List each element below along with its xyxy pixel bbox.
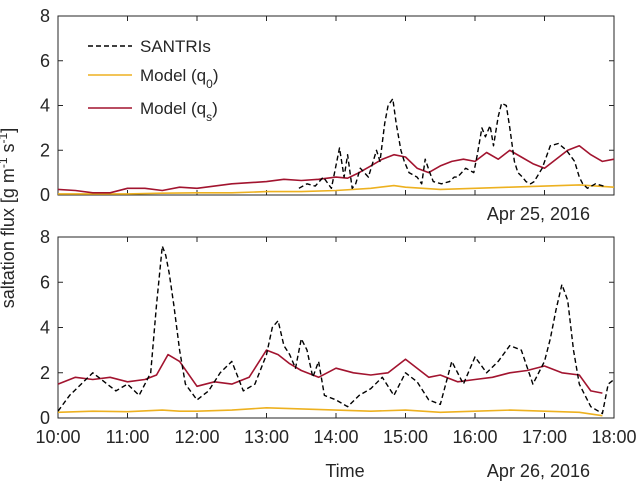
y-axis-label-exponent-2: -1 [0, 132, 10, 143]
bottom-x-tick-label: 12:00 [174, 427, 219, 447]
bottom-x-tick-label: 13:00 [244, 427, 289, 447]
legend-label-santris: SANTRIs [140, 37, 211, 56]
top-y-tick-label: 0 [40, 185, 50, 205]
bottom-y-tick-label: 8 [40, 227, 50, 247]
top-series-model-qs [57, 145, 615, 194]
top-y-tick-label: 8 [40, 6, 50, 26]
bottom-y-tick-label: 6 [40, 272, 50, 292]
y-axis-label: saltation flux [g m-1 s-1] [0, 128, 18, 308]
legend-label-model-qs: Model (qs) [140, 99, 218, 124]
top-series-santris [298, 98, 604, 190]
legend: SANTRIs Model (q0) Model (qs) [88, 37, 219, 124]
bottom-y-tick-label: 0 [40, 408, 50, 428]
bottom-y-tick-label: 2 [40, 363, 50, 383]
bottom-x-tick-label: 14:00 [313, 427, 358, 447]
bottom-x-tick-label: 18:00 [591, 427, 636, 447]
top-panel: 0 2 4 6 8 Apr 25, 2016 SANTRIs Model (q0) Model … [40, 6, 615, 224]
bottom-y-tick-label: 4 [40, 318, 50, 338]
top-date-label: Apr 25, 2016 [487, 204, 590, 224]
y-axis-label-main: saltation flux [g m [0, 168, 18, 308]
x-axis-label: Time [325, 461, 364, 481]
legend-label-model-q0: Model (q0) [140, 66, 219, 91]
bottom-x-tick-label: 15:00 [383, 427, 428, 447]
bottom-x-tick-label: 17:00 [522, 427, 567, 447]
bottom-x-tick-label: 11:00 [106, 427, 150, 447]
top-y-tick-label: 2 [40, 140, 50, 160]
top-y-tick-label: 6 [40, 51, 50, 71]
top-series-model-q0 [58, 184, 615, 195]
y-axis-label-end: ] [0, 128, 18, 133]
bottom-date-label: Apr 26, 2016 [487, 461, 590, 481]
top-y-tick-label: 4 [40, 96, 50, 116]
bottom-series-santris [57, 245, 615, 415]
bottom-panel: 0 2 4 6 8 10:00 11:00 12:00 13:00 14:00 15:00 16:00… [35, 227, 636, 481]
y-axis-label-exponent-1: -1 [0, 157, 10, 168]
bottom-x-tick-label: 16:00 [452, 427, 497, 447]
bottom-series-model-qs [57, 349, 603, 394]
y-axis-label-mid: s [0, 143, 18, 157]
bottom-series-model-q0 [57, 406, 603, 417]
bottom-x-tick-label: 10:00 [35, 427, 80, 447]
